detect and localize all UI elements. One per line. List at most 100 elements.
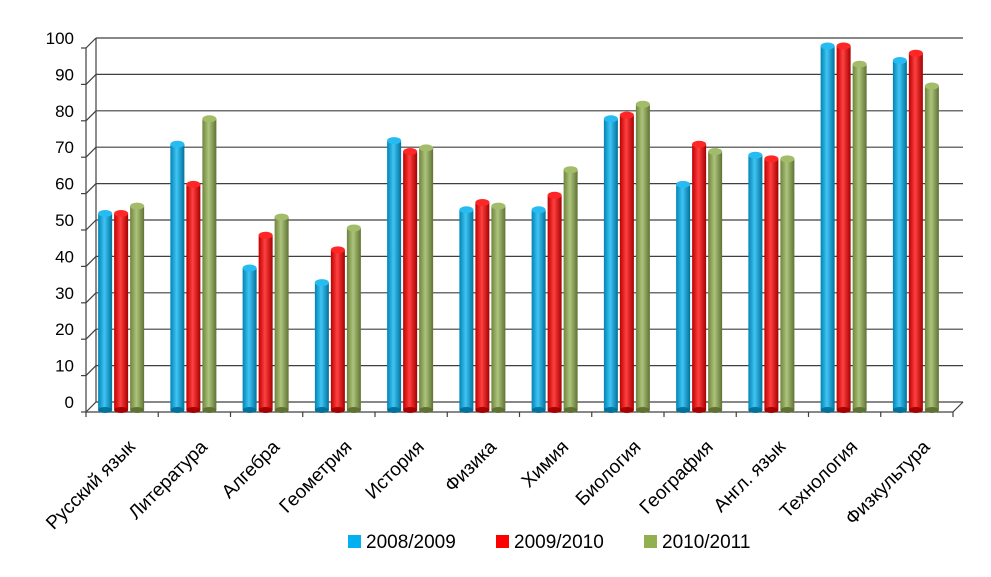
- bar: [547, 191, 562, 413]
- bar-base: [676, 407, 691, 413]
- bar: [692, 140, 707, 413]
- y-tick-label: 70: [55, 138, 74, 157]
- gridline-side: [85, 292, 97, 304]
- bar-base: [274, 407, 289, 413]
- bar-top: [708, 148, 723, 156]
- x-tick-label: Химия: [518, 437, 573, 492]
- gridline-side: [85, 365, 97, 377]
- bar-body: [258, 235, 273, 410]
- bar-base: [258, 407, 273, 413]
- bar-top: [748, 151, 763, 159]
- bar-top: [603, 115, 618, 123]
- bar-body: [780, 158, 795, 410]
- bar-top: [676, 180, 691, 188]
- bar-base: [780, 407, 795, 413]
- bar-body: [836, 46, 851, 410]
- legend-swatch: [348, 535, 361, 548]
- x-tick-label: Русский язык: [42, 436, 140, 534]
- x-tick-label: Физика: [441, 436, 501, 496]
- y-tick-label: 40: [55, 247, 74, 266]
- bar-top: [475, 199, 490, 207]
- bar-base: [820, 407, 835, 413]
- bar-body: [130, 206, 145, 410]
- bar-base: [708, 407, 723, 413]
- bar-base: [403, 407, 418, 413]
- bar: [459, 206, 474, 413]
- bar-top: [403, 148, 418, 156]
- bar-body: [764, 158, 779, 410]
- bar-top: [563, 166, 578, 174]
- bar-top: [170, 140, 185, 148]
- bar-body: [274, 217, 289, 410]
- bar-base: [852, 407, 867, 413]
- bar: [258, 231, 273, 413]
- bar: [330, 246, 345, 413]
- bar-body: [563, 169, 578, 410]
- legend-label: 2009/2010: [514, 532, 604, 553]
- bar-body: [387, 140, 402, 410]
- gridline-side: [85, 183, 97, 195]
- x-tick-label: Геометрия: [276, 437, 357, 518]
- bar: [603, 115, 618, 413]
- bar: [98, 209, 113, 413]
- bar-base: [419, 407, 434, 413]
- bar: [563, 166, 578, 413]
- bar-body: [908, 53, 923, 410]
- bar-base: [202, 407, 217, 413]
- gridline-side: [85, 219, 97, 231]
- bar: [892, 57, 907, 413]
- legend-item: 2010/2011: [644, 532, 750, 553]
- bar-top: [330, 246, 345, 254]
- bar-base: [170, 407, 185, 413]
- bar-top: [114, 209, 129, 217]
- bar: [836, 42, 851, 413]
- bar-base: [98, 407, 113, 413]
- bar-body: [475, 202, 490, 410]
- bar-base: [692, 407, 707, 413]
- bar-body: [635, 104, 650, 411]
- bar-base: [387, 407, 402, 413]
- x-tick-label: Литература: [125, 436, 212, 523]
- bar-base: [547, 407, 562, 413]
- bar: [676, 180, 691, 413]
- bar-base: [475, 407, 490, 413]
- bar-body: [603, 118, 618, 411]
- bar-top: [547, 191, 562, 199]
- gridline-side: [85, 73, 97, 85]
- gridline-side: [85, 110, 97, 122]
- bar-top: [892, 57, 907, 65]
- legend-swatch: [496, 535, 509, 548]
- bar-body: [748, 155, 763, 410]
- bar-top: [346, 224, 361, 232]
- legend-swatch: [644, 535, 657, 548]
- y-tick-label: 80: [55, 102, 74, 121]
- bar-top: [836, 42, 851, 50]
- bar-body: [708, 151, 723, 410]
- bar: [403, 148, 418, 413]
- x-tick-label: Алгебра: [218, 436, 285, 503]
- y-tick-label: 30: [55, 284, 74, 303]
- y-tick-label: 90: [55, 65, 74, 84]
- bar-top: [619, 111, 634, 119]
- bar-body: [619, 115, 634, 410]
- bar-body: [346, 228, 361, 410]
- bars: [98, 42, 939, 413]
- bar-body: [98, 213, 113, 410]
- bar-body: [403, 151, 418, 410]
- legend-item: 2009/2010: [496, 532, 604, 553]
- bar-top: [202, 115, 217, 123]
- bar-top: [130, 202, 145, 210]
- bar-top: [274, 213, 289, 221]
- bar-top: [692, 140, 707, 148]
- bar-top: [258, 231, 273, 239]
- bar: [242, 264, 257, 413]
- bar-body: [314, 282, 329, 410]
- bar: [748, 151, 763, 413]
- x-axis-end: [952, 401, 964, 413]
- bar-base: [764, 407, 779, 413]
- bar-top: [98, 209, 113, 217]
- bar-top: [186, 180, 201, 188]
- y-tick-label: 10: [55, 357, 74, 376]
- bar-body: [820, 46, 835, 410]
